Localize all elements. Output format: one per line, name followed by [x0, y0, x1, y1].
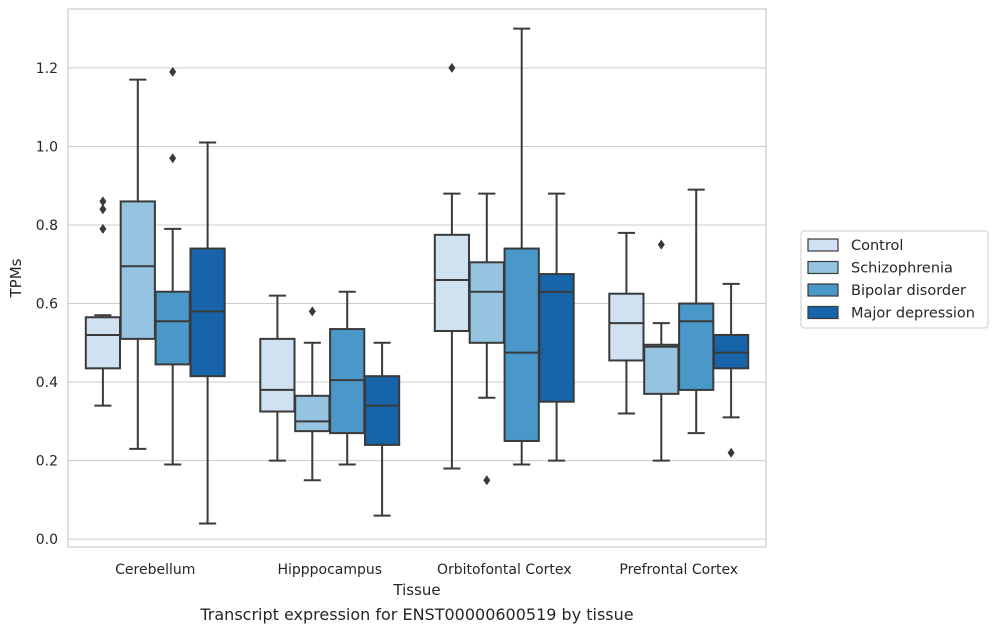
box-body: [363, 375, 401, 446]
x-tick-labels: Cerebellum Hipppocampus Orbitofontal Corte…: [115, 562, 738, 578]
x-tick-label: Hipppocampus: [277, 562, 382, 578]
box-body: [119, 200, 156, 340]
y-tick-label: 1.2: [36, 61, 58, 77]
box-body: [433, 233, 471, 333]
outlier-point: [169, 66, 177, 77]
box-body: [678, 302, 715, 391]
box-body: [608, 292, 645, 362]
box-schizophrenia: [468, 192, 505, 486]
legend-swatch: [807, 283, 839, 297]
outlier-point: [727, 447, 735, 458]
y-tick-label: 0.0: [36, 532, 58, 548]
box-bipolar-disorder: [503, 27, 540, 466]
y-tick-label: 0.2: [36, 454, 58, 470]
box-control: [608, 231, 645, 415]
legend-frame: [800, 230, 989, 329]
legend-label: Bipolar disorder: [851, 283, 966, 299]
legend: Control Schizophrenia Bipolar disorder Majo…: [800, 230, 989, 329]
box-body: [538, 273, 575, 403]
outlier-point: [99, 196, 107, 207]
box-control: [433, 62, 471, 470]
y-axis-label: TPMs: [7, 258, 25, 298]
figure-caption: Transcript expression for ENST0000060051…: [200, 605, 634, 624]
box-bipolar-disorder: [329, 290, 366, 466]
box-body: [259, 337, 296, 413]
outlier-point: [483, 475, 491, 486]
outlier-point: [99, 223, 107, 234]
y-tick-label: 0.6: [36, 297, 58, 313]
box-control: [259, 294, 296, 462]
y-tick-label: 1.0: [36, 139, 58, 155]
y-tick-label: 0.4: [36, 375, 58, 391]
legend-swatch: [807, 238, 839, 252]
box-bipolar-disorder: [678, 188, 715, 435]
x-tick-label: Orbitofontal Cortex: [437, 562, 572, 578]
box-major-depression: [189, 141, 226, 525]
box-body: [294, 394, 331, 433]
x-tick-label: Cerebellum: [115, 562, 195, 578]
plot-frame: [67, 8, 767, 548]
box-body: [503, 247, 540, 442]
box-major-depression: [538, 192, 575, 462]
box-body: [154, 290, 191, 366]
box-major-depression: [363, 341, 401, 517]
legend-label: Control: [851, 238, 903, 254]
box-body: [643, 343, 680, 395]
y-tick-labels: 0.0 0.2 0.4 0.6 0.8 1.0 1.2: [36, 61, 58, 548]
legend-label: Schizophrenia: [851, 261, 953, 277]
box-body: [468, 261, 505, 344]
legend-swatch: [807, 260, 839, 275]
outlier-point: [99, 204, 107, 215]
box-bipolar-disorder: [154, 66, 191, 466]
outlier-point: [657, 239, 665, 250]
plot-boxes: [84, 27, 750, 525]
outlier-point: [448, 62, 456, 73]
box-schizophrenia: [643, 239, 680, 462]
y-tick-label: 0.8: [36, 218, 58, 234]
box-schizophrenia: [119, 78, 156, 450]
box-body: [84, 316, 122, 370]
outlier-point: [308, 306, 316, 317]
outlier-point: [169, 153, 177, 164]
box-major-depression: [712, 282, 750, 458]
x-tick-label: Prefrontal Cortex: [619, 562, 738, 578]
box-schizophrenia: [294, 306, 331, 482]
x-axis-label: Tissue: [392, 581, 440, 599]
legend-swatch: [807, 305, 839, 320]
box-control: [84, 196, 122, 407]
legend-label: Major depression: [851, 306, 975, 322]
